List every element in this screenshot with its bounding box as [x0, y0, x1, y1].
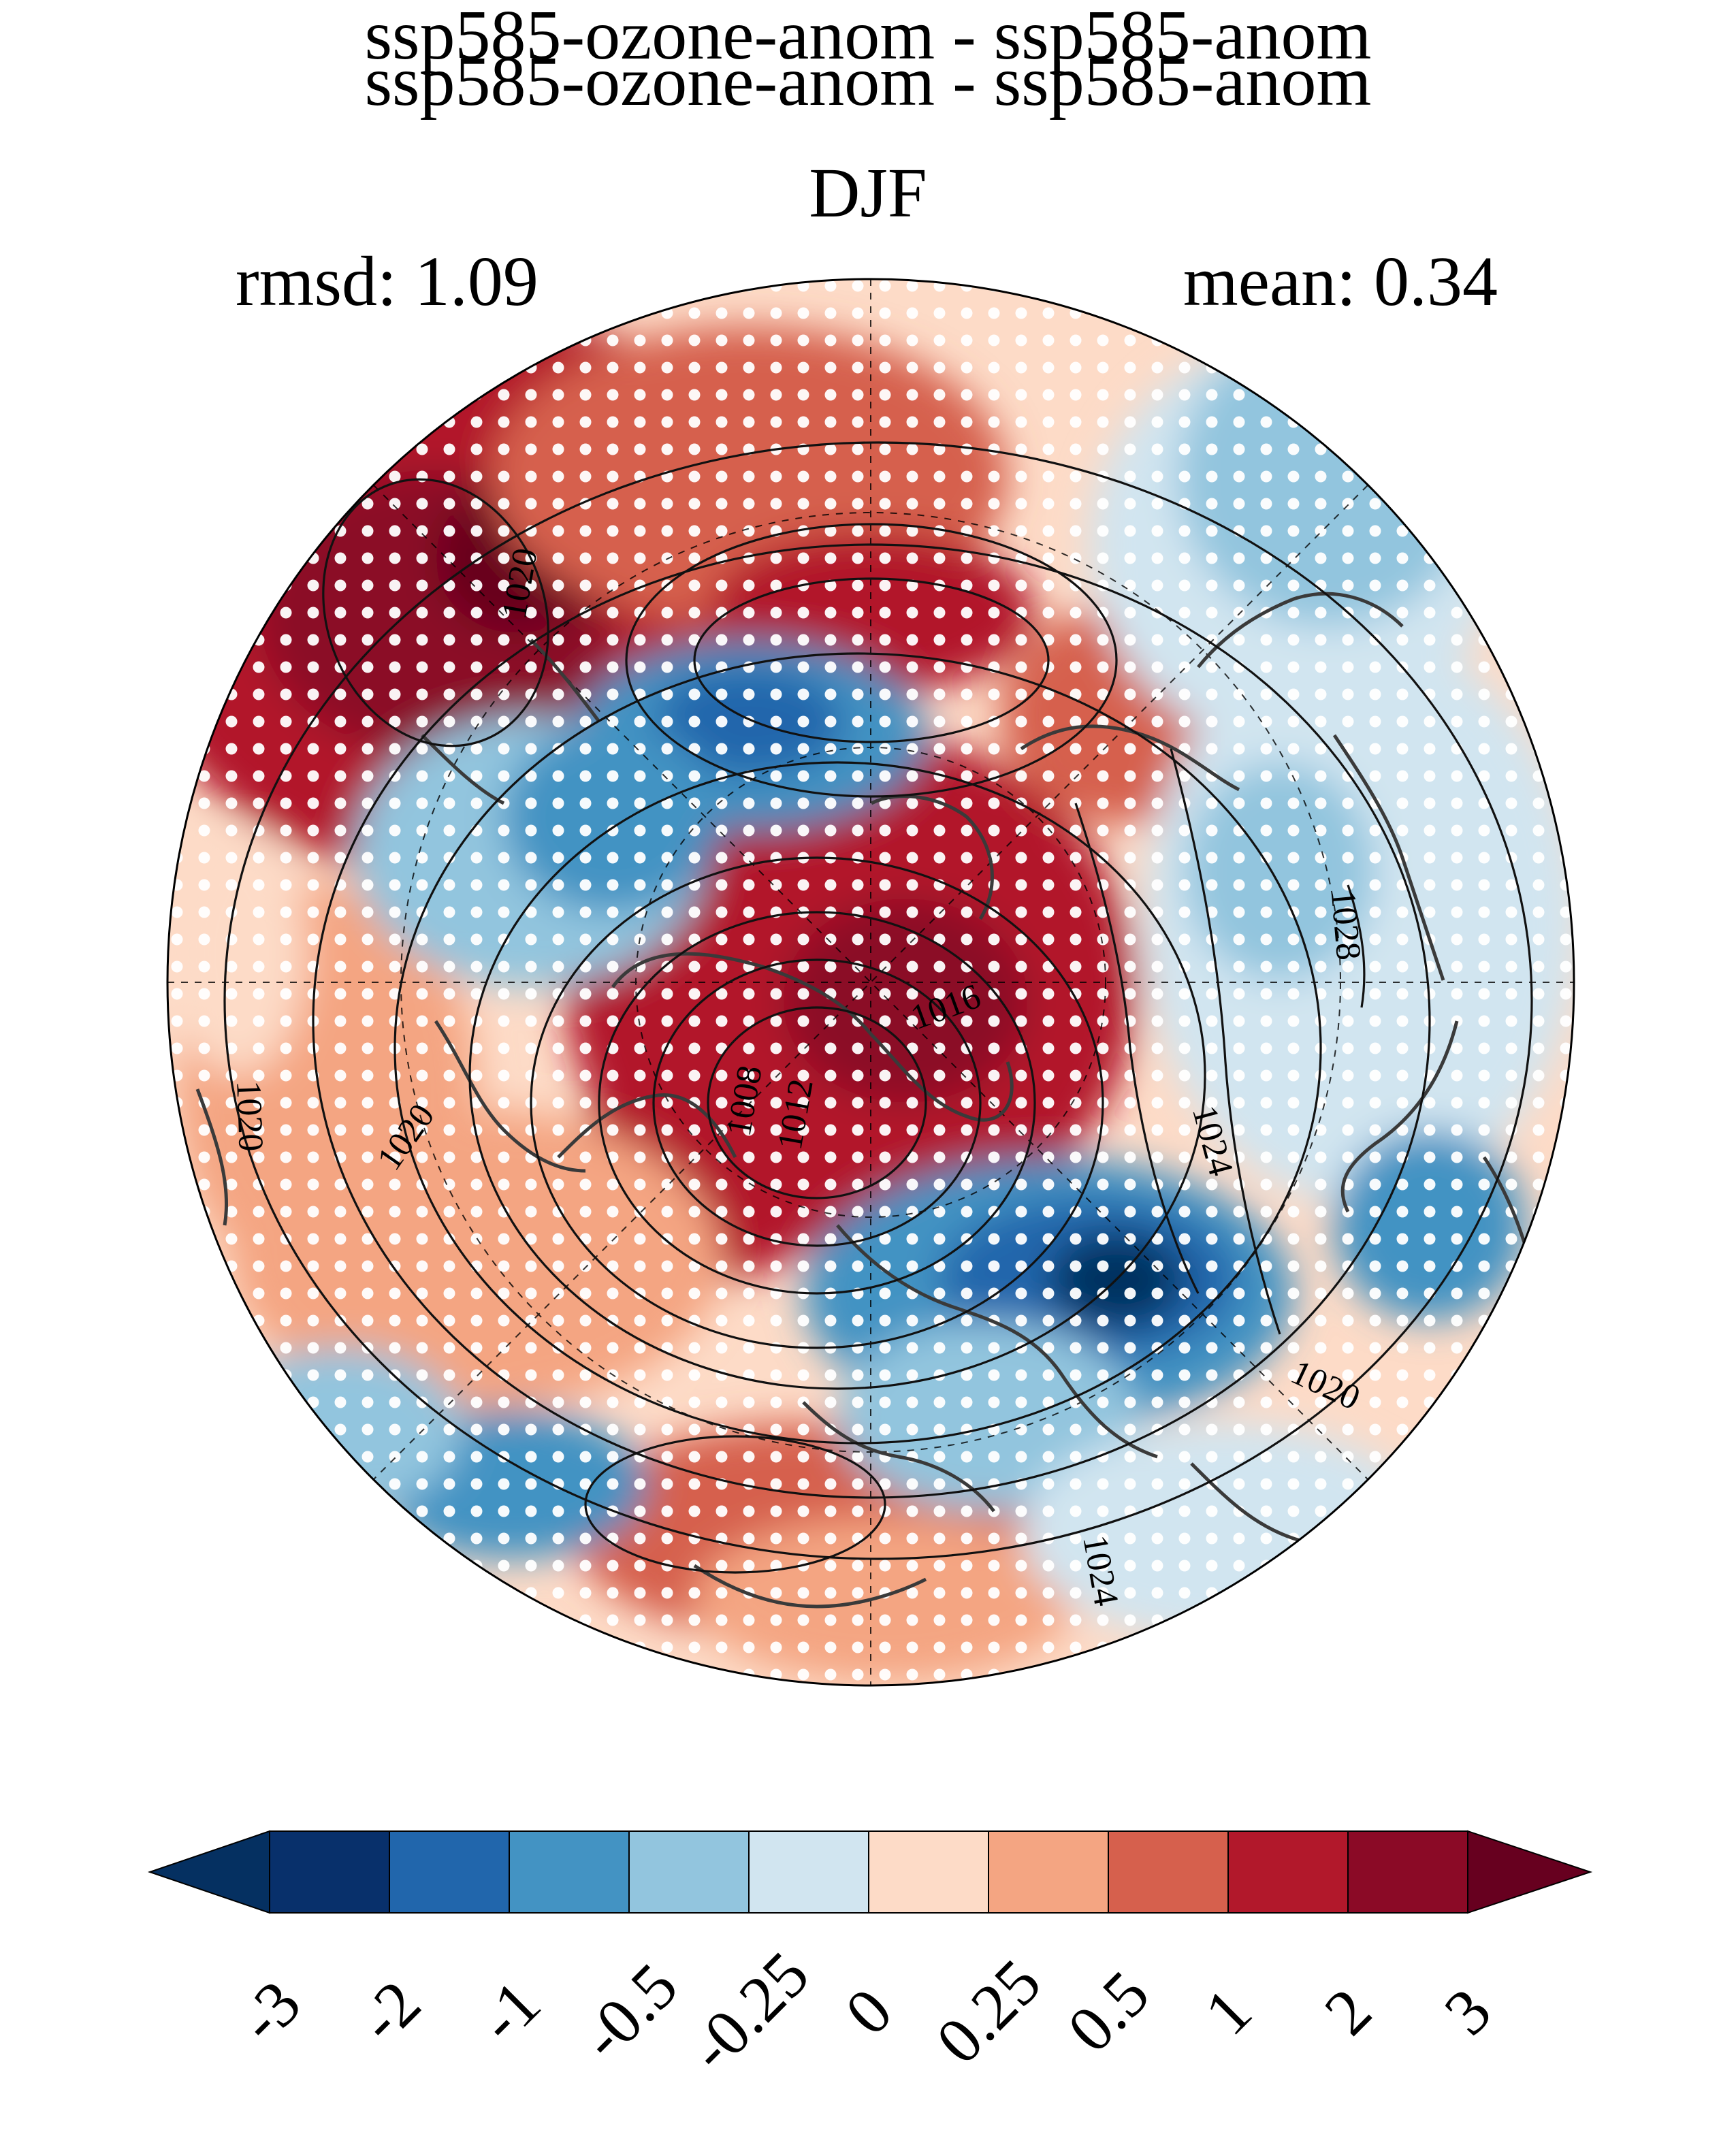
colorbar-cell	[628, 1830, 750, 1914]
contour-label: 1020	[229, 1080, 270, 1152]
colorbar-cell	[1347, 1830, 1468, 1914]
isobars	[223, 441, 1533, 1574]
colorbar-cell	[509, 1830, 630, 1914]
colorbar-extension-high	[1467, 1830, 1593, 1914]
colorbar-cell	[748, 1830, 869, 1914]
title-line-1: ssp585-ozone-anom - ssp585-anom	[364, 42, 1372, 120]
title-line-2: DJF	[809, 154, 927, 232]
map-boundary	[166, 278, 1575, 1687]
colorbar-cell	[1227, 1830, 1349, 1914]
title-line-1: ssp585-ozone-anom - ssp585-anom	[364, 0, 1372, 74]
anomaly-field	[167, 279, 1574, 1685]
colorbar-cell	[868, 1830, 989, 1914]
colorbar-cell	[988, 1830, 1109, 1914]
contour-label: 1028	[1323, 888, 1368, 962]
colorbar-extension-low	[147, 1830, 270, 1914]
colorbar-cell	[389, 1830, 510, 1914]
mean-label: mean: 0.34	[1183, 242, 1498, 321]
colorbar-cell	[269, 1830, 390, 1914]
rmsd-label: rmsd: 1.09	[236, 242, 539, 321]
colorbar-cell	[1108, 1830, 1229, 1914]
